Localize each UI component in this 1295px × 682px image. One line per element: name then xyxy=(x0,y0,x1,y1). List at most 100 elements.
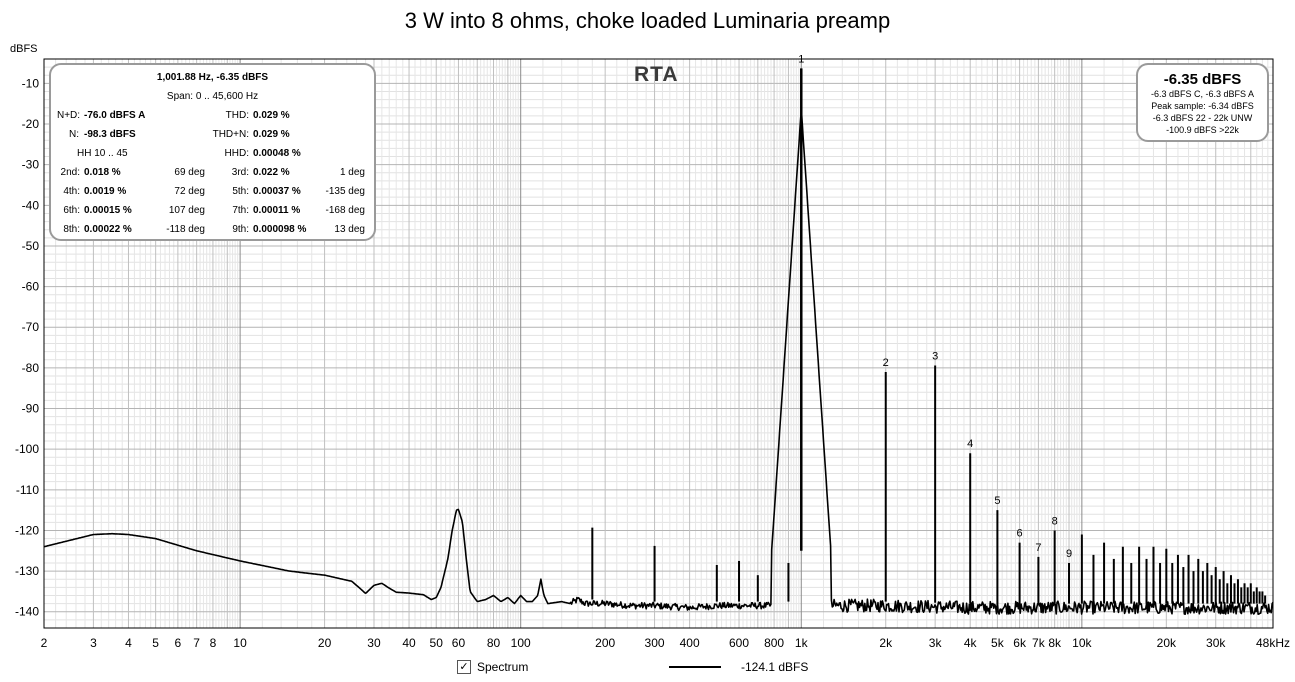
x-tick-label: 7k xyxy=(1032,636,1046,650)
n-value: -98.3 dBFS xyxy=(84,129,136,140)
nd-value: -76.0 dBFS A xyxy=(84,110,146,121)
stats-panel[interactable]: 1,001.88 Hz, -6.35 dBFS Span: 0 .. 45,60… xyxy=(49,63,376,241)
nd-label: N+D: xyxy=(57,110,81,121)
level-line-3: -6.3 dBFS 22 - 22k UNW xyxy=(1152,113,1253,123)
x-tick-label: 3 xyxy=(90,636,97,650)
x-tick-label: 800 xyxy=(764,636,784,650)
h4-phase: 72 deg xyxy=(174,186,205,197)
x-tick-label: 10k xyxy=(1072,636,1092,650)
h2-label: 2nd: xyxy=(60,167,80,178)
x-tick-label: 60 xyxy=(452,636,466,650)
harmonic-label: 6 xyxy=(1017,528,1023,540)
x-tick-label: 200 xyxy=(595,636,615,650)
h3-value: 0.022 % xyxy=(253,167,290,178)
x-tick-label: 7 xyxy=(193,636,200,650)
h8-phase: -118 deg xyxy=(166,224,205,235)
y-tick-label: -100 xyxy=(15,442,39,456)
legend-cursor-value: -124.1 dBFS xyxy=(741,660,809,674)
level-panel[interactable]: -6.35 dBFS -6.3 dBFS C, -6.3 dBFS A Peak… xyxy=(1136,63,1269,142)
thd-label: THD: xyxy=(225,110,249,121)
h9-value: 0.000098 % xyxy=(253,224,307,235)
chart-title: 3 W into 8 ohms, choke loaded Luminaria … xyxy=(404,8,891,33)
x-tick-label: 4 xyxy=(125,636,132,650)
x-tick-label: 20 xyxy=(318,636,332,650)
x-tick-label: 6 xyxy=(175,636,182,650)
harmonic-label: 9 xyxy=(1066,548,1072,560)
y-tick-label: -120 xyxy=(15,523,39,537)
h2-phase: 69 deg xyxy=(174,167,205,178)
plot-area xyxy=(43,58,1274,629)
y-tick-label: -20 xyxy=(22,117,40,131)
h9-label: 9th: xyxy=(232,224,249,235)
x-tick-label: 30 xyxy=(367,636,381,650)
x-tick-label: 48kHz xyxy=(1256,636,1290,650)
stats-span: Span: 0 .. 45,600 Hz xyxy=(166,91,259,102)
y-tick-label: -60 xyxy=(22,280,40,294)
legend-line-swatch xyxy=(669,666,721,668)
y-tick-label: -140 xyxy=(15,605,39,619)
hhd-label: HHD: xyxy=(224,148,249,159)
h5-value: 0.00037 % xyxy=(253,186,301,197)
level-line-1: -6.3 dBFS C, -6.3 dBFS A xyxy=(1150,89,1255,99)
x-tick-label: 50 xyxy=(430,636,444,650)
hhd-value: 0.00048 % xyxy=(253,148,301,159)
x-tick-label: 2 xyxy=(41,636,48,650)
x-tick-label: 8k xyxy=(1048,636,1062,650)
h6-label: 6th: xyxy=(63,205,80,216)
y-tick-label: -10 xyxy=(22,76,40,90)
x-tick-label: 5k xyxy=(991,636,1005,650)
x-tick-label: 3k xyxy=(929,636,943,650)
h5-label: 5th: xyxy=(232,186,249,197)
harmonic-label: 3 xyxy=(932,350,938,362)
spectrum-checkbox[interactable]: ✓ xyxy=(457,660,471,674)
h7-value: 0.00011 % xyxy=(253,205,301,216)
x-tick-label: 5 xyxy=(152,636,159,650)
x-tick-label: 6k xyxy=(1013,636,1027,650)
harmonic-label: 2 xyxy=(883,357,889,369)
hh-label: HH 10 .. 45 xyxy=(77,148,128,159)
spectrum-trace xyxy=(43,112,1274,615)
rta-watermark: RTA xyxy=(634,63,679,86)
legend-spectrum-label[interactable]: Spectrum xyxy=(477,660,529,674)
x-tick-label: 300 xyxy=(645,636,665,650)
harmonic-label: 5 xyxy=(994,495,1000,507)
harmonic-label: 1 xyxy=(798,53,804,65)
h7-phase: -168 deg xyxy=(325,205,365,216)
harmonic-label: 7 xyxy=(1035,542,1041,554)
y-tick-label: -30 xyxy=(22,158,40,172)
h5-phase: -135 deg xyxy=(325,186,365,197)
x-tick-label: 80 xyxy=(487,636,501,650)
h3-label: 3rd: xyxy=(231,167,249,178)
h8-value: 0.00022 % xyxy=(84,224,132,235)
h6-phase: 107 deg xyxy=(168,205,205,216)
x-tick-label: 100 xyxy=(511,636,531,650)
y-tick-label: -70 xyxy=(22,320,40,334)
x-tick-label: 20k xyxy=(1157,636,1177,650)
harmonic-label: 4 xyxy=(967,438,973,450)
y-tick-label: -90 xyxy=(22,402,40,416)
level-line-4: -100.9 dBFS >22k xyxy=(1166,125,1239,135)
harmonic-label: 8 xyxy=(1052,515,1058,527)
h4-value: 0.0019 % xyxy=(84,186,127,197)
n-label: N: xyxy=(69,129,79,140)
y-tick-label: -130 xyxy=(15,564,39,578)
h4-label: 4th: xyxy=(63,186,80,197)
h3-phase: 1 deg xyxy=(339,167,365,178)
h6-value: 0.00015 % xyxy=(84,205,132,216)
x-tick-label: 4k xyxy=(964,636,978,650)
thdn-label: THD+N: xyxy=(212,129,249,140)
level-main: -6.35 dBFS xyxy=(1163,71,1242,88)
stats-frequency-level: 1,001.88 Hz, -6.35 dBFS xyxy=(156,72,269,83)
y-tick-label: -40 xyxy=(22,198,40,212)
h9-phase: 13 deg xyxy=(334,224,365,235)
thd-value: 0.029 % xyxy=(253,110,290,121)
x-tick-label: 8 xyxy=(210,636,217,650)
x-tick-label: 400 xyxy=(680,636,700,650)
h7-label: 7th: xyxy=(232,205,249,216)
y-tick-label: -50 xyxy=(22,239,40,253)
x-tick-label: 1k xyxy=(795,636,809,650)
x-tick-label: 2k xyxy=(879,636,893,650)
y-tick-label: -80 xyxy=(22,361,40,375)
x-tick-label: 10 xyxy=(233,636,247,650)
